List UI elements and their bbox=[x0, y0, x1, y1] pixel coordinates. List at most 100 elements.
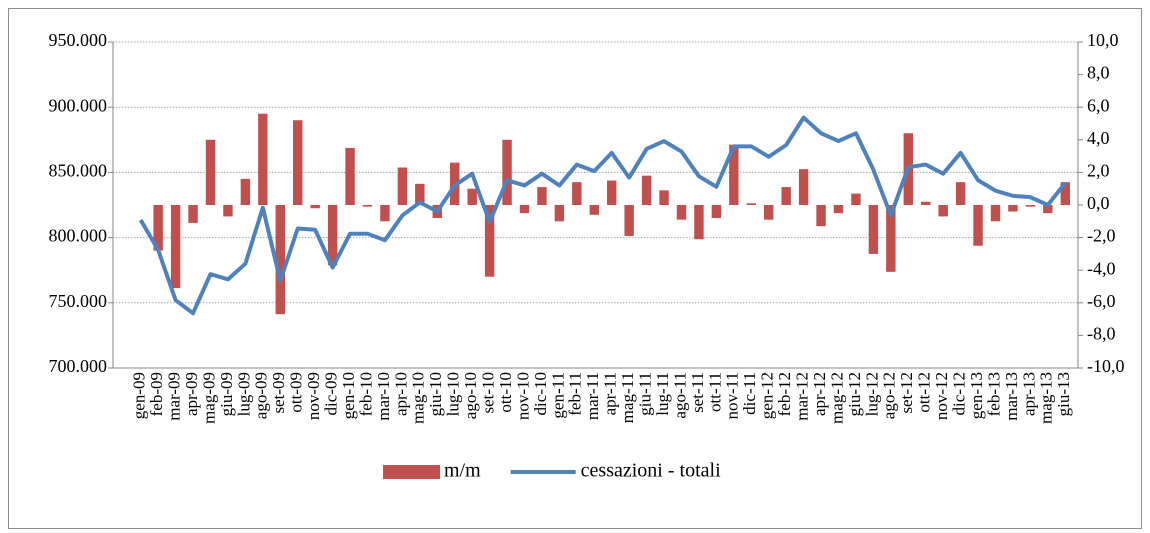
bar bbox=[240, 178, 251, 205]
x-tick-label: ott-11 bbox=[705, 372, 724, 412]
bar bbox=[1025, 205, 1036, 207]
x-tick-label: ott-10 bbox=[496, 372, 515, 413]
x-tick-label: mar-13 bbox=[1002, 372, 1021, 421]
x-tick-label: set-10 bbox=[479, 372, 498, 414]
x-tick-label: mag-09 bbox=[199, 372, 218, 424]
bar bbox=[868, 205, 879, 254]
bar bbox=[537, 187, 547, 205]
x-tick-label: feb-13 bbox=[984, 372, 1003, 416]
bar bbox=[1043, 205, 1053, 214]
bar bbox=[327, 205, 338, 266]
x-tick-label: feb-12 bbox=[775, 372, 794, 416]
x-tick-label: mar-12 bbox=[793, 372, 812, 421]
x-tick-label: set-09 bbox=[269, 372, 288, 414]
y-tick-label: 750.000 bbox=[49, 291, 108, 311]
bar bbox=[223, 205, 233, 217]
line bbox=[138, 115, 1067, 316]
x-tick-label: giu-11 bbox=[636, 372, 655, 416]
x-tick-label: giu-13 bbox=[1054, 372, 1073, 416]
x-tick-label: mag-12 bbox=[827, 372, 846, 424]
legend-swatch bbox=[383, 465, 440, 479]
x-tick-label: ago-11 bbox=[670, 372, 689, 419]
x-tick-label: gen-13 bbox=[967, 372, 986, 419]
bar bbox=[764, 205, 774, 220]
x-tick-label: giu-10 bbox=[426, 372, 445, 416]
bar bbox=[746, 203, 756, 205]
bar bbox=[607, 180, 617, 205]
x-tick-label: nov-10 bbox=[513, 372, 532, 420]
bar bbox=[153, 205, 163, 251]
bar bbox=[955, 182, 966, 205]
bar bbox=[293, 120, 303, 205]
y-tick-label: 900.000 bbox=[49, 95, 108, 115]
x-tick-label: feb-11 bbox=[566, 372, 585, 416]
bar bbox=[589, 205, 599, 215]
bar bbox=[676, 205, 687, 220]
bar bbox=[694, 205, 704, 240]
y2-tick-label: 6,0 bbox=[1087, 95, 1110, 115]
chart-frame bbox=[8, 8, 1142, 529]
bar bbox=[484, 205, 495, 277]
bar bbox=[188, 205, 198, 223]
bar bbox=[816, 205, 826, 227]
bar bbox=[362, 205, 373, 207]
x-tick-label: lug-11 bbox=[653, 372, 672, 416]
y-tick-label: 950.000 bbox=[49, 30, 108, 50]
x-tick-label: dic-09 bbox=[322, 372, 341, 415]
x-tick-label: mag-10 bbox=[409, 372, 428, 424]
bar bbox=[345, 147, 355, 205]
x-tick-label: ago-10 bbox=[461, 372, 480, 419]
x-tick-label: gen-11 bbox=[548, 372, 567, 419]
bar bbox=[310, 205, 320, 209]
bar bbox=[467, 188, 477, 205]
bar bbox=[275, 205, 285, 315]
bar bbox=[886, 205, 896, 272]
bar bbox=[572, 182, 582, 205]
bar bbox=[833, 205, 844, 214]
x-tick-label: gen-09 bbox=[130, 372, 149, 419]
y2-tick-label: -10,0 bbox=[1087, 356, 1125, 376]
bar bbox=[973, 205, 983, 246]
x-tick-label: nov-09 bbox=[304, 372, 323, 420]
bar bbox=[1060, 182, 1070, 205]
bar bbox=[641, 175, 652, 205]
y2-tick-label: -2,0 bbox=[1087, 226, 1116, 246]
bar bbox=[380, 205, 390, 222]
x-tick-label: mar-10 bbox=[374, 372, 393, 421]
bar bbox=[258, 113, 268, 205]
x-tick-label: dic-10 bbox=[531, 372, 550, 415]
y2-tick-label: -4,0 bbox=[1087, 258, 1116, 278]
bar bbox=[659, 190, 669, 205]
bar bbox=[502, 139, 512, 205]
x-tick-label: nov-12 bbox=[932, 372, 951, 420]
bar bbox=[921, 201, 931, 205]
bar bbox=[519, 205, 530, 214]
y2-tick-label: 4,0 bbox=[1087, 128, 1110, 148]
x-tick-label: mar-11 bbox=[583, 372, 602, 420]
x-tick-label: feb-09 bbox=[147, 372, 166, 416]
bar bbox=[781, 187, 791, 205]
x-tick-label: feb-10 bbox=[356, 372, 375, 416]
x-tick-label: set-12 bbox=[897, 372, 916, 414]
bar bbox=[397, 167, 408, 205]
bar bbox=[415, 183, 425, 205]
x-tick-label: dic-12 bbox=[950, 372, 969, 415]
y2-tick-label: 2,0 bbox=[1087, 161, 1110, 181]
legend-label: m/m bbox=[444, 460, 481, 482]
x-tick-label: set-11 bbox=[688, 372, 707, 413]
x-tick-label: giu-12 bbox=[845, 372, 864, 416]
bar bbox=[205, 139, 216, 205]
x-tick-label: ott-09 bbox=[287, 372, 306, 413]
x-tick-label: lug-09 bbox=[234, 372, 253, 416]
x-tick-label: ago-09 bbox=[252, 372, 271, 419]
bar bbox=[798, 169, 809, 205]
bar bbox=[1008, 205, 1018, 212]
y-tick-label: 850.000 bbox=[49, 161, 108, 181]
x-tick-label: mag-13 bbox=[1037, 372, 1056, 424]
x-tick-label: apr-13 bbox=[1019, 372, 1038, 416]
x-tick-label: ago-12 bbox=[880, 372, 899, 419]
x-tick-label: lug-12 bbox=[862, 372, 881, 416]
bar bbox=[711, 205, 722, 219]
x-tick-label: mar-09 bbox=[165, 372, 184, 421]
